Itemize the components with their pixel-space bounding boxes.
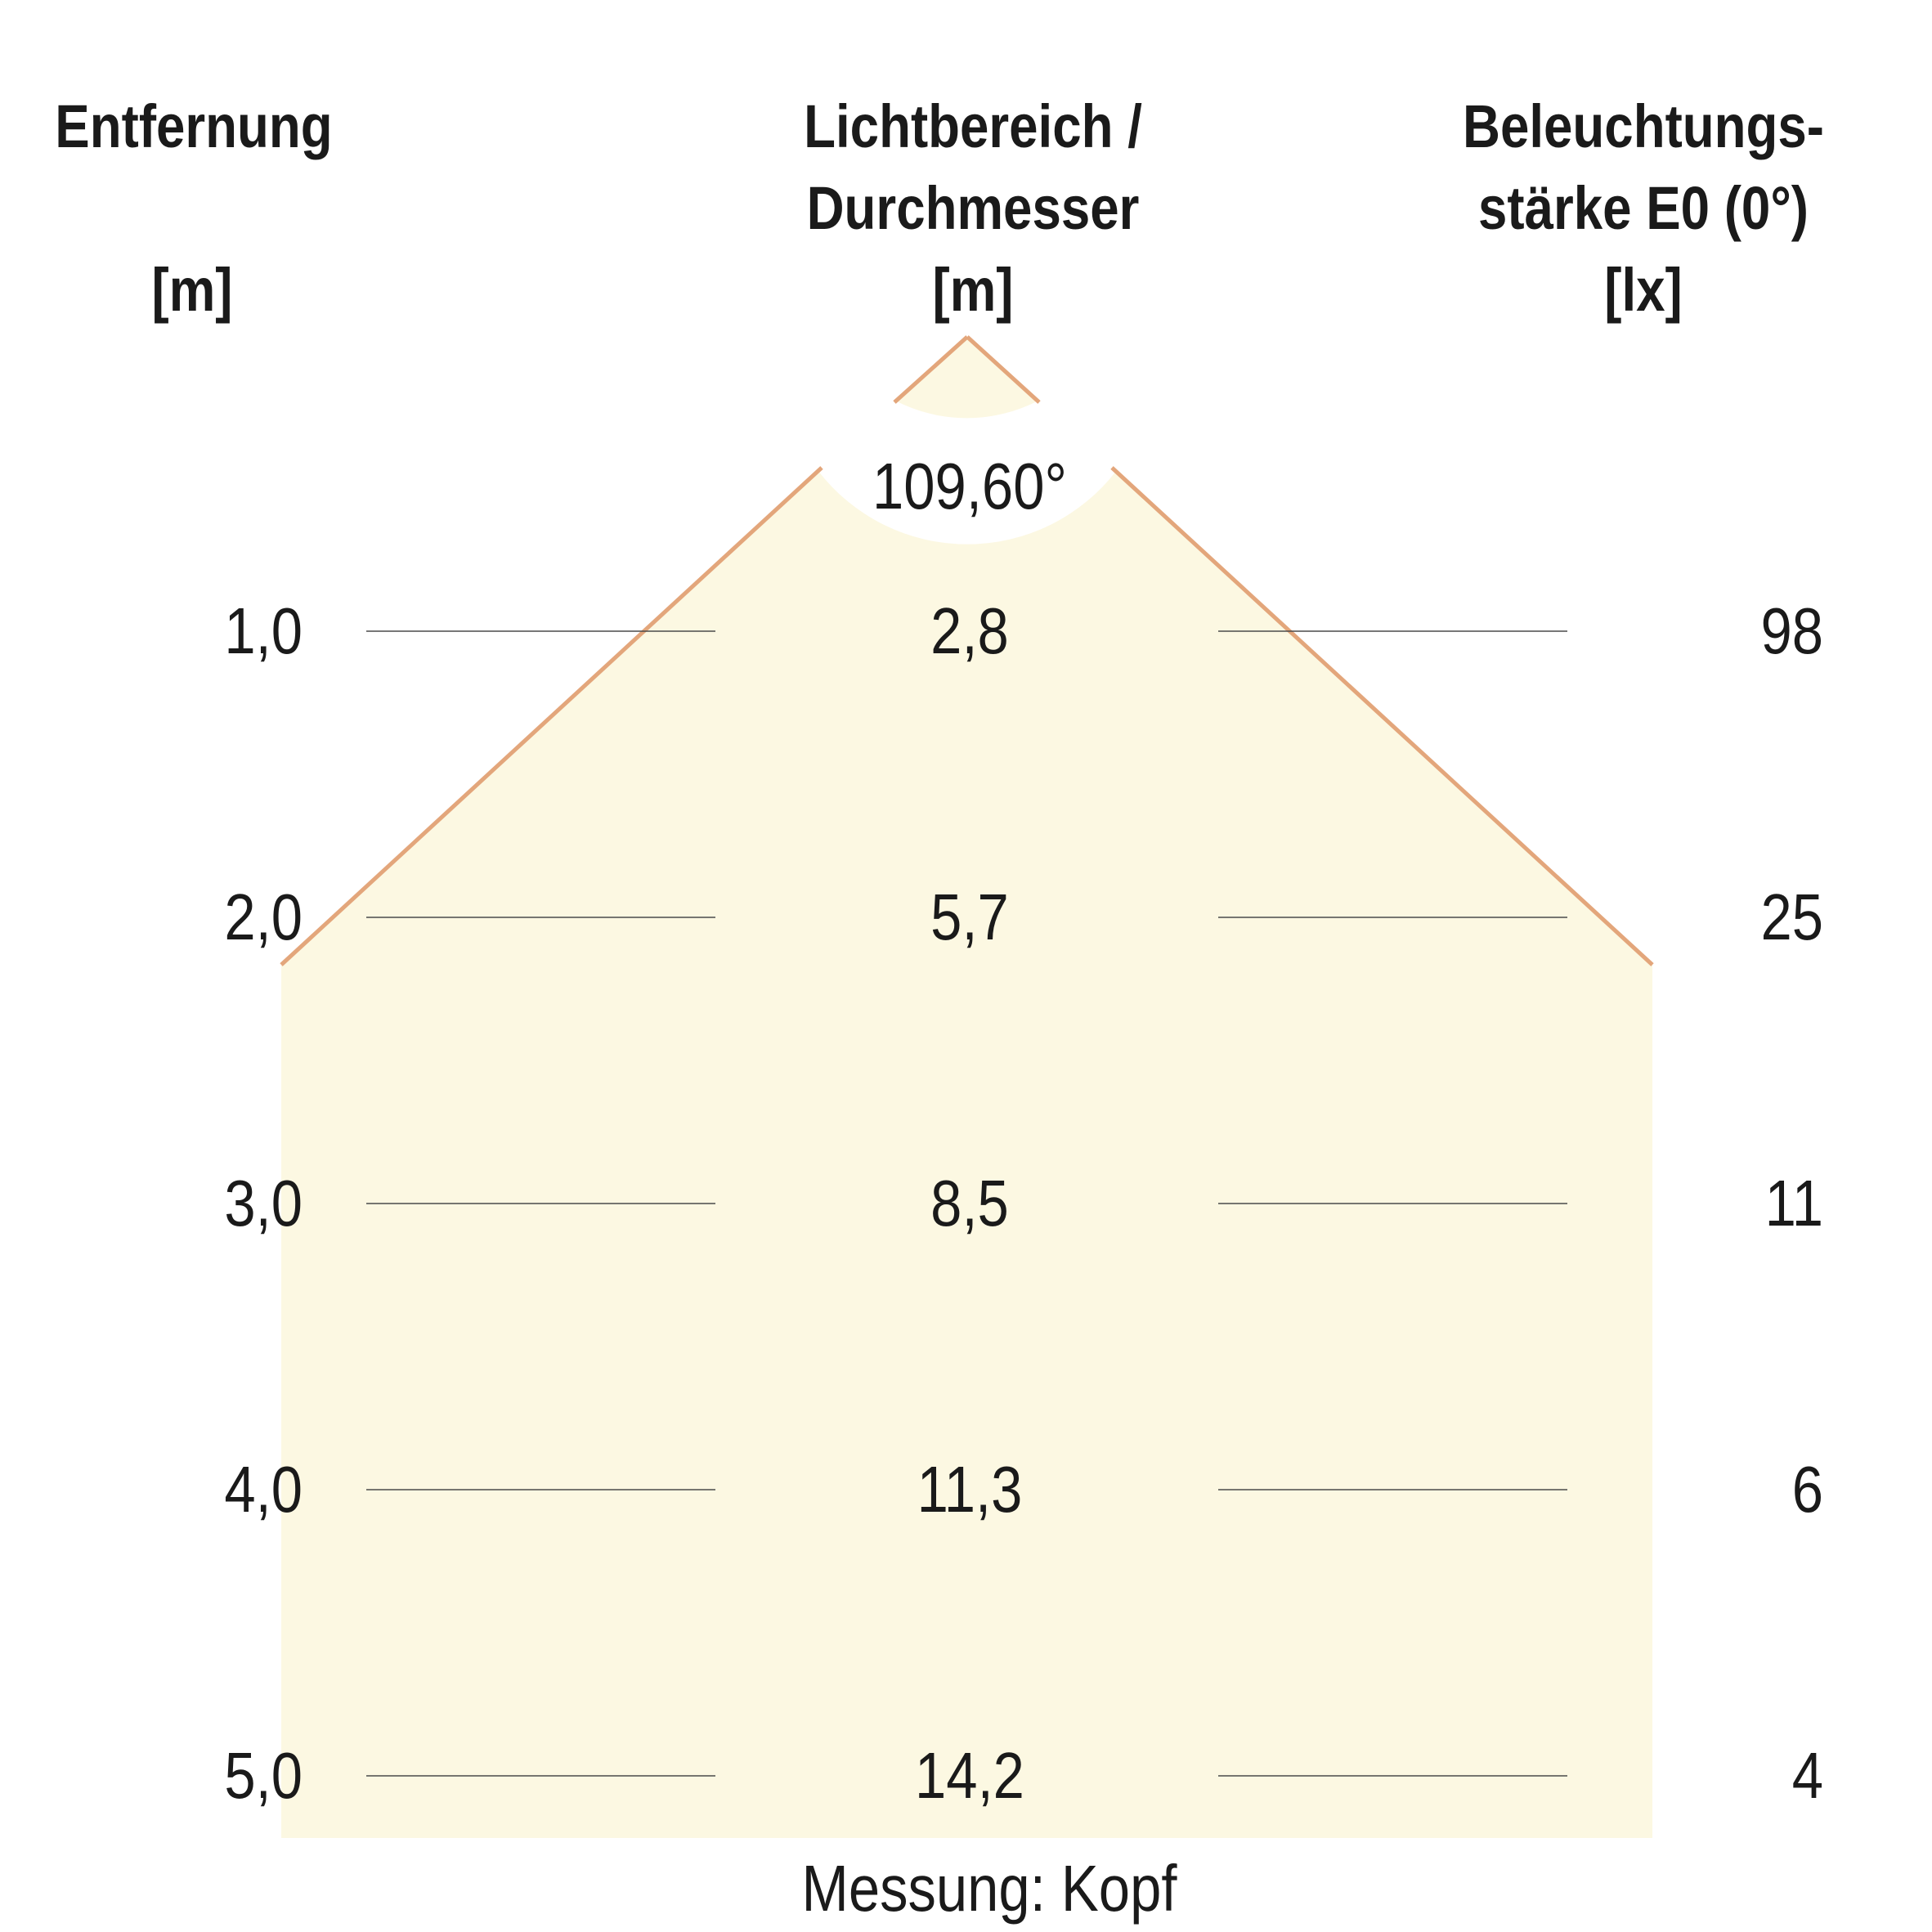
row-rules xyxy=(366,630,1567,1777)
measurement-note: Messung: Kopf xyxy=(801,1852,1177,1925)
angle-arc-gap xyxy=(826,401,1108,507)
distance-value: 4,0 xyxy=(224,1453,303,1526)
illuminance-value: 25 xyxy=(1760,881,1823,953)
illuminance-value: 11 xyxy=(1764,1167,1823,1239)
header-diameter-title-2: Durchmesser xyxy=(806,174,1140,242)
beam-apex-edge-left xyxy=(893,335,969,404)
distance-value: 1,0 xyxy=(224,594,303,667)
beam-apex-edge-right xyxy=(966,335,1041,404)
header-illuminance-title-2: stärke E0 (0°) xyxy=(1478,174,1809,242)
beam-cone-fill xyxy=(281,337,1652,1838)
illuminance-value: 98 xyxy=(1760,594,1823,667)
beam-angle-label: 109,60° xyxy=(872,450,1067,522)
diameter-value: 14,2 xyxy=(915,1739,1024,1812)
diameter-value: 11,3 xyxy=(917,1453,1023,1526)
diameter-value: 8,5 xyxy=(930,1167,1009,1239)
illuminance-value: 4 xyxy=(1791,1739,1823,1812)
beam-edge-left xyxy=(280,466,823,966)
header-illuminance: Beleuchtungs- stärke E0 (0°) [lx] xyxy=(1425,86,1861,331)
header-illuminance-title-1: Beleuchtungs- xyxy=(1463,92,1824,160)
header-distance: Entfernung [m] xyxy=(55,86,333,331)
illuminance-value: 6 xyxy=(1791,1453,1823,1526)
beam-edge-right xyxy=(1110,466,1654,966)
diameter-value: 2,8 xyxy=(930,594,1009,667)
header-distance-unit: [m] xyxy=(151,256,233,324)
distance-value: 5,0 xyxy=(224,1739,303,1812)
diameter-value: 5,7 xyxy=(930,881,1009,953)
header-diameter: Lichtbereich / Durchmesser [m] xyxy=(755,86,1190,331)
distance-value: 3,0 xyxy=(224,1167,303,1239)
header-diameter-unit: [m] xyxy=(932,256,1014,324)
angle-arc-mask xyxy=(818,401,1117,545)
distance-value: 2,0 xyxy=(224,881,303,953)
header-diameter-title-1: Lichtbereich / xyxy=(804,92,1142,160)
header-illuminance-unit: [lx] xyxy=(1604,256,1683,324)
header-distance-title: Entfernung xyxy=(55,92,333,160)
